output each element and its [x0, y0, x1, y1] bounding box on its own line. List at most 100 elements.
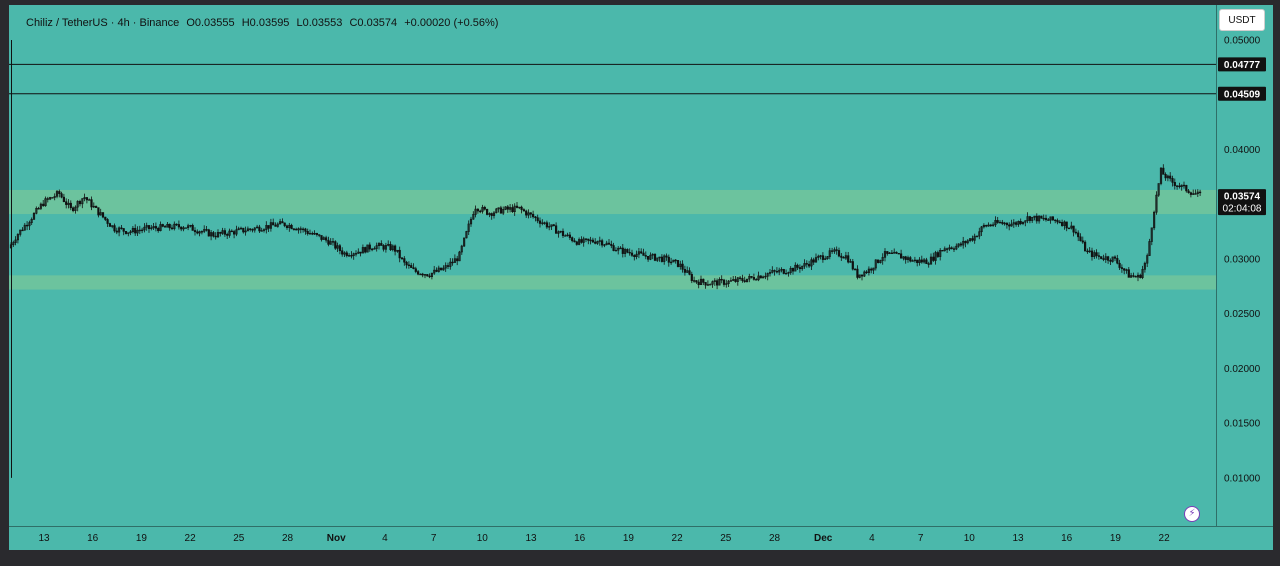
candle-body — [628, 251, 631, 254]
candle-body — [166, 223, 169, 228]
lightning-icon[interactable]: ⚡ — [1184, 506, 1200, 522]
candle-body — [557, 231, 560, 234]
candle-body — [1127, 269, 1130, 278]
candle-body — [380, 243, 383, 246]
candle-body — [329, 241, 332, 245]
candle-body — [1067, 227, 1071, 230]
candle-body — [734, 279, 737, 282]
candle-body — [1065, 221, 1068, 229]
candle-body — [1038, 215, 1041, 222]
candle-body — [932, 256, 935, 261]
candle-body — [996, 220, 999, 223]
candle-body — [757, 275, 760, 281]
candle-body — [428, 275, 431, 278]
candle-body — [1054, 219, 1057, 222]
candle-body — [210, 232, 213, 237]
candle-body — [1081, 240, 1084, 243]
candle-body — [922, 259, 926, 263]
candle-body — [1102, 258, 1105, 260]
candle-body — [1093, 252, 1096, 257]
candle-body — [957, 243, 960, 247]
candle-body — [1143, 262, 1146, 270]
candle-body — [1199, 191, 1202, 194]
candle-body — [345, 252, 348, 257]
candle-body — [679, 263, 682, 267]
candle-body — [1086, 250, 1089, 253]
candle-body — [129, 231, 132, 234]
candle-body — [272, 222, 275, 226]
candle-body — [810, 259, 813, 267]
candle-body — [849, 261, 852, 263]
candle-body — [19, 229, 22, 235]
candle-body — [840, 255, 843, 258]
candle-body — [964, 240, 967, 244]
date-tick-label: 13 — [1012, 533, 1024, 544]
candle-body — [1157, 183, 1160, 196]
candle-body — [672, 259, 675, 263]
candle-body — [1125, 269, 1128, 271]
date-tick-label: 25 — [233, 533, 245, 544]
candle-body — [483, 206, 486, 210]
candle-body — [973, 235, 976, 241]
candle-body — [697, 281, 700, 286]
candle-body — [150, 227, 153, 229]
candle-body — [115, 230, 118, 233]
candle-body — [720, 278, 723, 281]
candle-body — [617, 247, 620, 251]
candle-body — [21, 229, 24, 232]
candle-body — [71, 207, 75, 211]
candle-body — [1003, 222, 1006, 225]
candle-body — [407, 264, 411, 266]
chart-area[interactable]: 0.050000.045000.040000.035000.030000.025… — [9, 5, 1273, 550]
candle-body — [536, 217, 539, 222]
candle-body — [975, 235, 979, 238]
date-tick-label: 22 — [1159, 533, 1171, 544]
candle-body — [497, 207, 500, 210]
candle-body — [906, 257, 910, 260]
candle-body — [681, 263, 684, 270]
candle-body — [336, 245, 339, 249]
candle-body — [359, 251, 362, 254]
candle-body — [161, 224, 164, 227]
candle-body — [1026, 216, 1029, 222]
candle-body — [292, 228, 296, 230]
date-tick-label: 22 — [185, 533, 197, 544]
candle-body — [375, 245, 378, 249]
candle-body — [1079, 236, 1082, 242]
date-tick-label: 7 — [431, 533, 437, 544]
candle-body — [1194, 193, 1197, 195]
candle-body — [1047, 219, 1050, 221]
support-resistance-zone — [9, 275, 1216, 290]
candle-body — [692, 280, 696, 282]
candle-body — [768, 272, 772, 274]
candle-body — [506, 206, 509, 210]
candle-body — [361, 247, 365, 254]
candle-body — [46, 198, 49, 200]
candle-body — [12, 242, 15, 246]
candle-body — [764, 275, 767, 278]
candle-body — [301, 228, 305, 231]
candle-body — [221, 230, 224, 234]
candle-body — [663, 255, 666, 262]
date-tick-label: 16 — [574, 533, 586, 544]
candle-body — [1182, 184, 1186, 187]
candle-body — [610, 244, 613, 246]
candle-body — [1155, 194, 1158, 213]
price-tick-label: 0.01500 — [1224, 419, 1261, 430]
candle-body — [393, 245, 397, 252]
candle-body — [83, 197, 86, 199]
candle-body — [759, 275, 762, 279]
price-chart[interactable]: 0.050000.045000.040000.035000.030000.025… — [9, 5, 1273, 550]
candle-body — [614, 249, 617, 252]
candle-body — [1095, 252, 1098, 256]
date-tick-label: 22 — [672, 533, 684, 544]
candle-body — [410, 265, 413, 268]
candle-body — [120, 227, 123, 229]
candle-body — [184, 227, 187, 229]
candle-body — [122, 228, 125, 232]
candle-body — [389, 243, 392, 251]
candle-body — [782, 269, 785, 274]
candle-body — [660, 256, 663, 262]
currency-button[interactable]: USDT — [1219, 9, 1265, 31]
price-tick-label: 0.03000 — [1224, 254, 1261, 265]
